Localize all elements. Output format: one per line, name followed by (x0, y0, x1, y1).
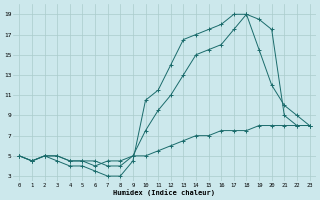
X-axis label: Humidex (Indice chaleur): Humidex (Indice chaleur) (114, 189, 215, 196)
